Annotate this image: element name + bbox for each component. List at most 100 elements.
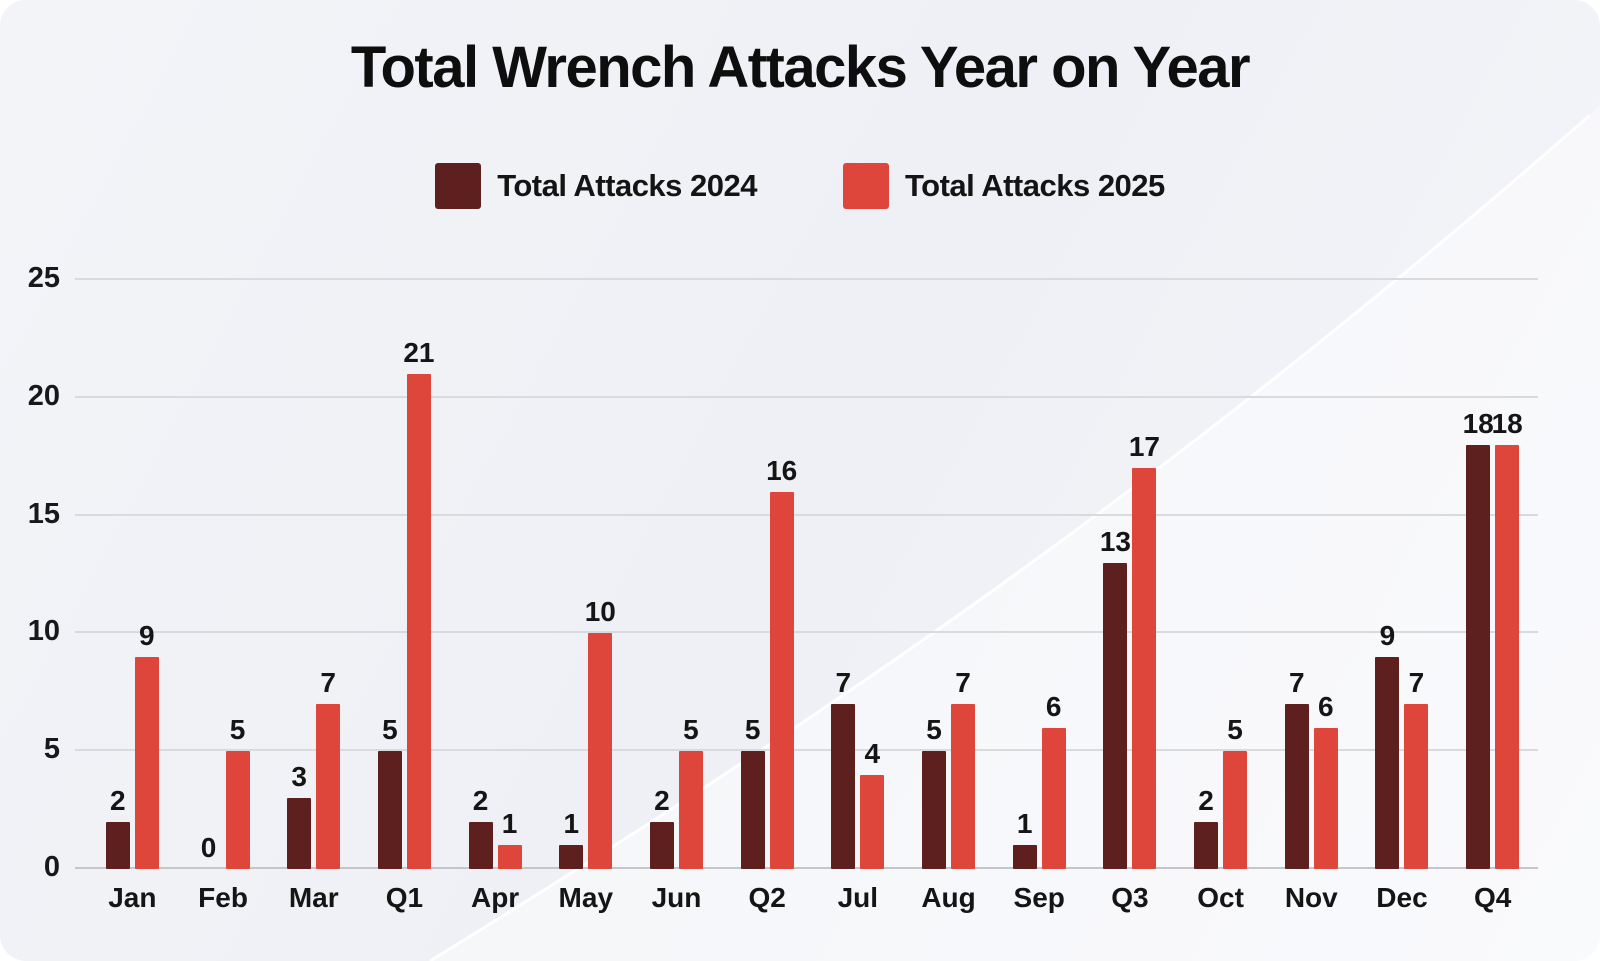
- bar: [316, 704, 341, 869]
- bar-col-2024-jan: 2: [105, 784, 130, 869]
- legend-label-2025: Total Attacks 2025: [905, 168, 1165, 203]
- bar: [1194, 821, 1219, 869]
- bar-col-2024-jun: 2: [649, 786, 674, 869]
- bar-value-label: 13: [1099, 525, 1131, 557]
- x-axis-labels: Jan Feb Mar Q1 Apr May Jun Q2 Jul Aug Sep Q3 Oct Nov D…: [75, 882, 1538, 914]
- bar: [1223, 751, 1248, 869]
- bar-value-label: 7: [1408, 667, 1425, 699]
- chart-title: Total Wrench Attacks Year on Year: [350, 35, 1251, 100]
- bar-value-label: 5: [683, 714, 699, 746]
- bar-value-label: 3: [291, 761, 307, 793]
- bar: [678, 751, 703, 869]
- bar: [134, 656, 159, 869]
- bar: [1103, 562, 1128, 869]
- x-tick-label-jan: Jan: [108, 882, 157, 913]
- bar-group-q1: 5 21: [359, 339, 450, 869]
- y-tick-label-15: 15: [27, 497, 60, 530]
- bar-col-2025-nov: 6: [1313, 690, 1338, 869]
- bar-col-2025-oct: 5: [1223, 714, 1248, 869]
- x-tick-label-feb: Feb: [198, 882, 248, 913]
- y-tick-label-20: 20: [27, 379, 60, 412]
- bar-col-2025-sep: 6: [1041, 690, 1066, 869]
- legend-swatch-2024: [435, 163, 482, 209]
- gridline-y-15: [75, 513, 1538, 516]
- gridline-y-10: [75, 631, 1538, 634]
- bar: [1375, 656, 1400, 869]
- bar-value-label: 5: [382, 714, 398, 746]
- legend-swatch-2025: [843, 163, 889, 209]
- bar: [951, 704, 976, 869]
- y-tick-label-10: 10: [27, 615, 60, 648]
- bar-col-2025-apr: 1: [497, 808, 522, 869]
- bar-value-label: 18: [1491, 407, 1523, 439]
- bar: [1313, 727, 1338, 869]
- legend-label-2024: Total Attacks 2024: [497, 168, 757, 203]
- x-tick-label-mar: Mar: [288, 882, 339, 913]
- bar: [1466, 444, 1491, 869]
- bar-value-label: 9: [1379, 619, 1396, 651]
- bar-value-label: 5: [926, 714, 942, 746]
- y-tick-label-0: 0: [43, 851, 60, 883]
- x-tick-label-apr: Apr: [470, 882, 520, 913]
- bar-col-2024-mar: 3: [287, 761, 312, 869]
- legend-item-2025: Total Attacks 2025: [843, 163, 1165, 209]
- bar-value-label: 1: [501, 808, 518, 840]
- bar-value-label: 0: [200, 832, 217, 863]
- bar-col-2024-nov: 7: [1284, 667, 1309, 869]
- gridline-y-5: [75, 749, 1538, 752]
- bar-col-2024-oct: 2: [1194, 786, 1219, 869]
- bar-value-label: 2: [110, 784, 126, 816]
- x-tick-label-dec: Dec: [1376, 882, 1428, 913]
- x-tick-label-jun: Jun: [651, 882, 702, 913]
- legend-item-2024: Total Attacks 2024: [435, 163, 757, 209]
- bar-col-2024-feb: 0: [197, 834, 221, 869]
- bar-col-2024-apr: 2: [468, 784, 493, 869]
- bar-col-2025-may: 10: [585, 598, 616, 869]
- bar-value-label: 16: [766, 455, 798, 487]
- bar: [769, 492, 794, 869]
- bar: [105, 821, 130, 869]
- gridline-y-25: [75, 278, 1538, 280]
- bar-value-label: 7: [1288, 667, 1305, 699]
- x-tick-label-q1: Q1: [385, 882, 424, 913]
- x-tick-label-aug: Aug: [921, 882, 976, 913]
- x-tick-label-jul: Jul: [837, 882, 879, 913]
- bar: [740, 751, 765, 869]
- bar-col-2025-q4: 18: [1492, 409, 1523, 869]
- bar-col-2025-dec: 7: [1404, 667, 1429, 869]
- bar-value-label: 21: [403, 337, 435, 369]
- bar: [1012, 845, 1037, 869]
- x-tick-label-nov: Nov: [1284, 882, 1338, 913]
- bar-col-2024-may: 1: [559, 810, 584, 869]
- bar-col-2025-q3: 17: [1129, 433, 1160, 869]
- x-tick-label-q3: Q3: [1111, 882, 1149, 913]
- bar-value-label: 5: [744, 714, 761, 746]
- bar-value-label: 5: [1227, 714, 1243, 746]
- bar-value-label: 6: [1317, 690, 1334, 722]
- bar: [1041, 727, 1066, 869]
- bar-value-label: 2: [472, 784, 489, 816]
- legend: Total Attacks 2024 Total Attacks 2025: [0, 163, 1600, 209]
- bar-group-q3: 13 17: [1085, 433, 1176, 869]
- bar-col-2024-jul: 7: [831, 669, 856, 869]
- bar-value-label: 6: [1045, 690, 1062, 722]
- bar: [497, 845, 522, 869]
- bar-value-label: 17: [1128, 431, 1160, 463]
- bar: [588, 633, 613, 869]
- bar-col-2025-jul: 4: [860, 739, 885, 869]
- bar-col-2024-dec: 9: [1375, 619, 1400, 869]
- gridline-y-20: [75, 395, 1538, 398]
- bar-value-label: 5: [229, 714, 246, 746]
- bar-col-2025-jan: 9: [134, 621, 159, 869]
- bar: [1495, 444, 1520, 869]
- bar-col-2024-q3: 13: [1100, 527, 1131, 869]
- bar-col-2024-q2: 5: [740, 714, 765, 869]
- bar-col-2025-mar: 7: [316, 669, 341, 869]
